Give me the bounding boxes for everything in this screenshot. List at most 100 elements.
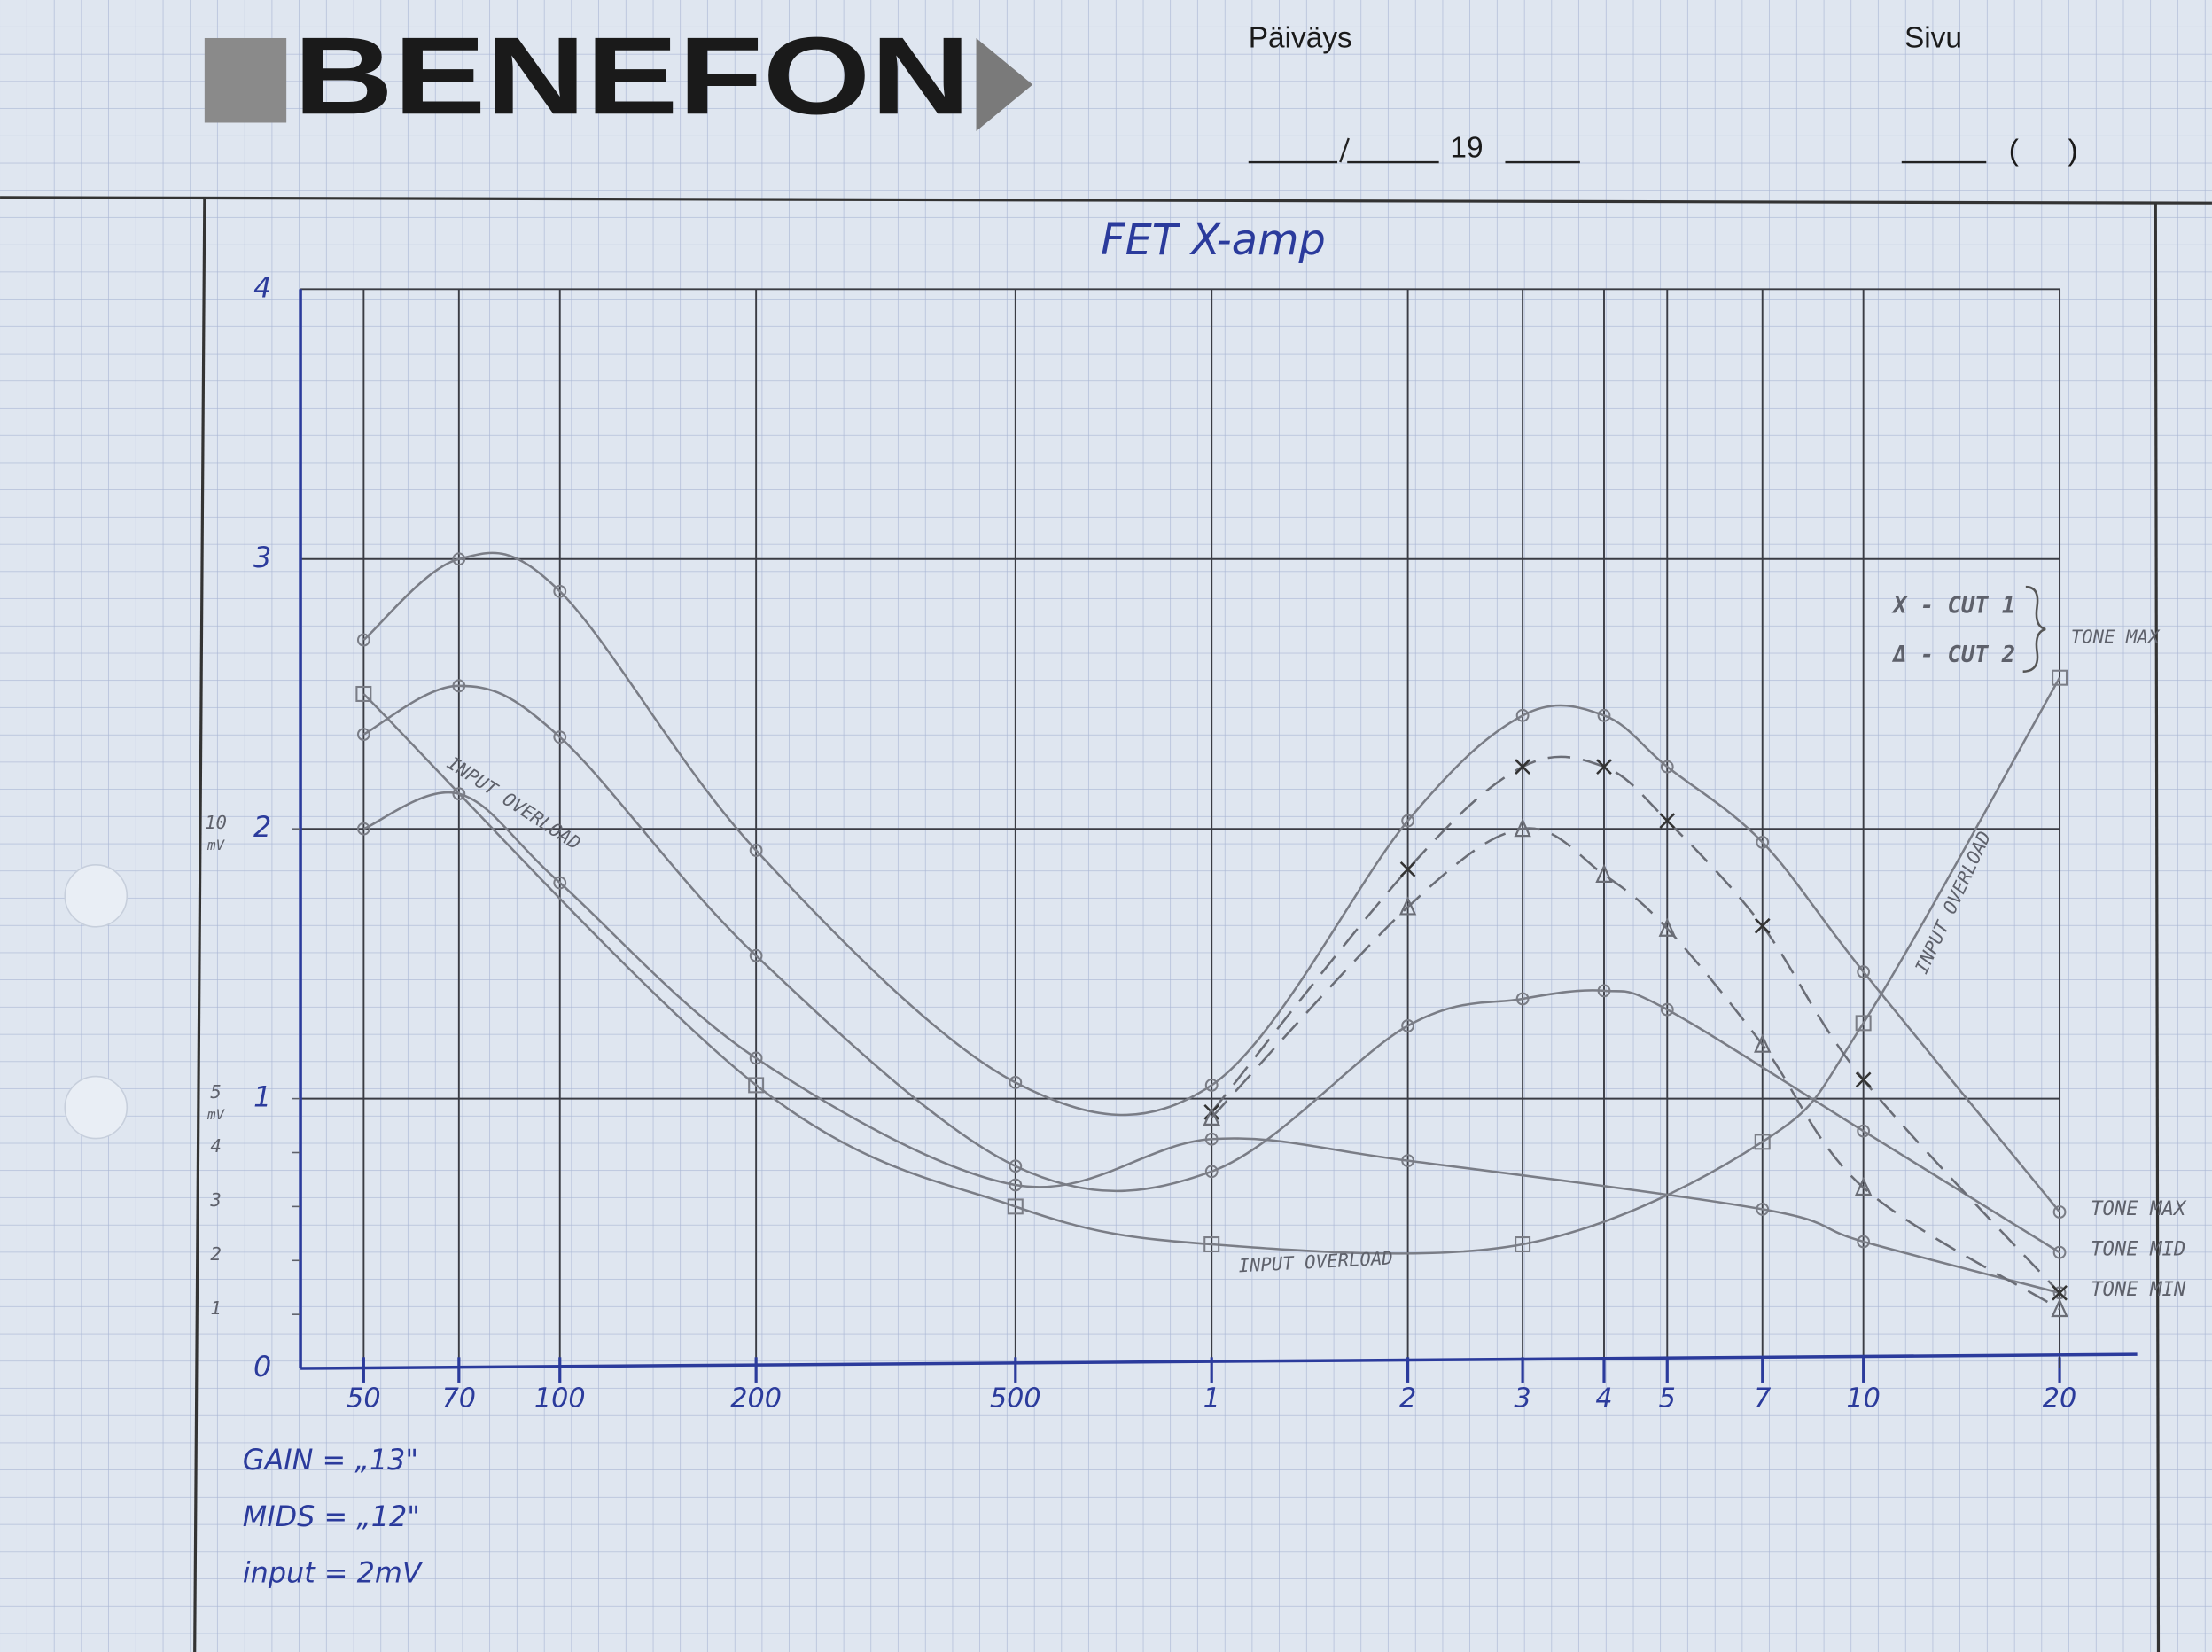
point <box>1515 759 1530 775</box>
logo-block <box>204 37 287 123</box>
point <box>1754 917 1771 934</box>
point <box>356 822 370 836</box>
point <box>2052 1205 2067 1219</box>
point <box>1009 1178 1023 1192</box>
point <box>2051 1297 2068 1318</box>
y-tick-label: 0 <box>253 1350 271 1383</box>
x-tick-label: 200 <box>730 1383 782 1414</box>
x-tick-label: 100 <box>534 1383 586 1414</box>
annotation: TONE MAX <box>2071 626 2161 647</box>
series-line <box>362 684 2060 1254</box>
point <box>1660 1002 1674 1017</box>
x-tick-label: 5 <box>1659 1383 1676 1414</box>
point <box>1855 1071 1872 1088</box>
frame-line <box>193 197 206 1652</box>
series-label: TONE MIN <box>2091 1278 2186 1301</box>
x-tick-label: 500 <box>990 1383 1041 1414</box>
field-slash <box>1339 137 1350 163</box>
page-label: Sivu <box>1904 21 1962 54</box>
series-line <box>362 791 2060 1295</box>
punch-hole <box>64 863 129 928</box>
point <box>1399 861 1416 877</box>
point <box>1009 1159 1023 1173</box>
point <box>1754 1033 1772 1053</box>
point <box>1009 1075 1023 1089</box>
point <box>1854 1176 1873 1196</box>
point <box>1857 1235 1871 1249</box>
point <box>1515 1236 1531 1253</box>
series-line <box>362 551 2061 1213</box>
point <box>1203 1103 1220 1120</box>
series-label: TONE MAX <box>2091 1197 2187 1220</box>
point <box>1660 760 1674 774</box>
page-field: ( ) <box>2009 135 2078 168</box>
y2-tick-label: 2 <box>210 1243 221 1265</box>
point <box>1204 1132 1219 1146</box>
x-tick-label: 4 <box>1595 1383 1612 1414</box>
point <box>356 728 370 742</box>
point <box>1756 836 1770 849</box>
point <box>1658 917 1676 937</box>
x-tick-label: 7 <box>1754 1383 1771 1414</box>
series-label: TONE MID <box>2091 1237 2185 1260</box>
point <box>1401 1154 1415 1168</box>
point <box>553 876 567 890</box>
point <box>749 948 763 962</box>
point <box>1857 1124 1871 1138</box>
date-label: Päiväys <box>1249 21 1352 54</box>
point <box>1595 863 1613 884</box>
y2-unit: mV <box>206 1106 226 1123</box>
point <box>553 584 567 598</box>
x-tick-label: 20 <box>2043 1383 2076 1414</box>
point <box>452 679 466 693</box>
note: GAIN = „13" <box>243 1443 418 1477</box>
y2-unit: mV <box>206 837 226 853</box>
point <box>1756 1203 1770 1216</box>
point <box>749 1051 763 1065</box>
y2-tick-label: 3 <box>209 1189 221 1211</box>
point <box>1855 1015 1872 1032</box>
legend-label: X - CUT 1 <box>1891 592 2015 619</box>
point <box>1659 813 1676 829</box>
point <box>355 685 372 702</box>
y2-tick-label: 4 <box>210 1135 221 1157</box>
point <box>2052 1284 2068 1301</box>
frame-line <box>0 196 2212 205</box>
point <box>1203 1236 1220 1253</box>
point <box>1401 1019 1415 1032</box>
point <box>1597 984 1611 998</box>
point <box>1203 1106 1220 1126</box>
point <box>452 787 466 801</box>
year: 19 <box>1450 132 1483 165</box>
point <box>553 730 567 744</box>
y-tick-label: 4 <box>253 270 271 304</box>
point <box>1514 817 1531 838</box>
y2-tick-label: 1 <box>210 1297 221 1319</box>
point <box>1754 1134 1771 1150</box>
x-tick-label: 3 <box>1514 1383 1530 1414</box>
point <box>1007 1198 1024 1215</box>
legend-bracket <box>2022 585 2046 673</box>
point <box>1398 896 1417 916</box>
y-tick-label: 2 <box>253 810 271 844</box>
point <box>1401 814 1415 828</box>
y2-tick-label: 10 <box>205 812 227 833</box>
y-tick-label: 3 <box>253 541 271 574</box>
x-tick-label: 10 <box>1846 1383 1880 1414</box>
series-line <box>1211 755 2060 1294</box>
punch-hole <box>64 1075 129 1140</box>
frame-line <box>2154 203 2161 1652</box>
legend-label: Δ - CUT 2 <box>1891 642 2015 668</box>
y2-tick-label: 5 <box>210 1081 221 1103</box>
x-tick-label: 2 <box>1399 1383 1416 1414</box>
point <box>748 1077 765 1094</box>
point <box>1596 759 1612 775</box>
point <box>2052 1245 2067 1259</box>
point <box>749 844 763 857</box>
logo: BENEFON <box>293 15 970 137</box>
point <box>1515 708 1530 722</box>
chart-title: FET X-amp <box>1101 216 1326 265</box>
point <box>1204 1078 1219 1092</box>
